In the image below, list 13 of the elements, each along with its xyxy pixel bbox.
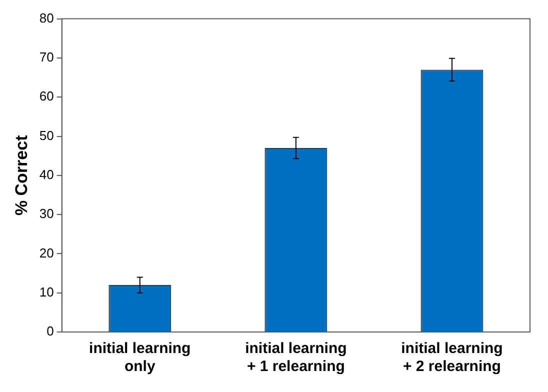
- x-tick-label: initial learning only: [89, 340, 191, 376]
- y-tick-label: 70: [39, 50, 54, 65]
- y-tick-label: 80: [39, 10, 54, 26]
- x-tick-label: initial learning + 1 relearning: [245, 340, 347, 376]
- x-tick-label: initial learning + 2 relearning: [401, 340, 503, 376]
- y-tick-label: 10: [39, 284, 54, 300]
- y-tick-label: 60: [39, 88, 54, 104]
- y-tick-label: 30: [39, 206, 54, 222]
- y-tick-label: 50: [39, 128, 54, 143]
- y-tick-label: 0: [46, 324, 54, 339]
- y-axis-title: % Correct: [12, 134, 31, 216]
- y-tick-label: 20: [39, 245, 54, 260]
- y-tick-label: 40: [39, 166, 54, 182]
